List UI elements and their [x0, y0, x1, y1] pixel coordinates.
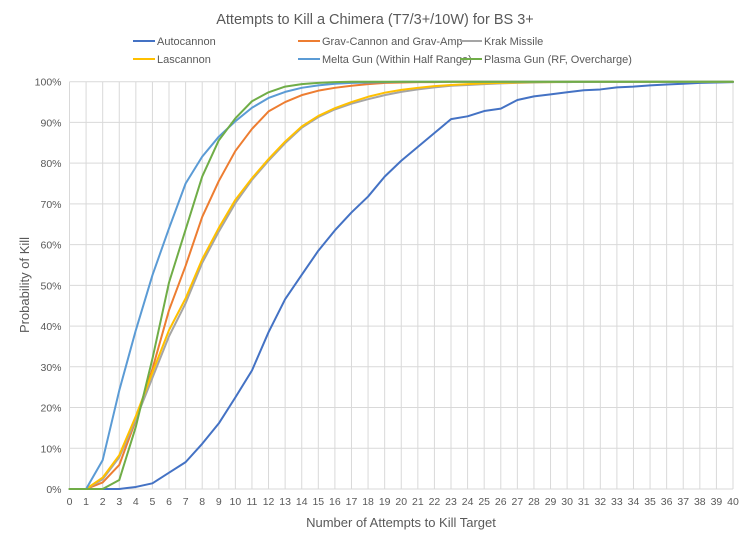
y-tick-label: 30% [40, 362, 61, 374]
x-tick-label: 17 [346, 496, 358, 508]
legend-label: Krak Missile [484, 36, 543, 48]
series-plasma-gun-rf-overcharge [68, 80, 734, 490]
y-tick-label: 60% [40, 240, 61, 252]
x-tick-label: 8 [199, 496, 205, 508]
x-tick-label: 7 [183, 496, 189, 508]
x-tick-label: 30 [561, 496, 573, 508]
x-tick-label: 12 [263, 496, 275, 508]
y-tick-label: 40% [40, 321, 61, 333]
x-tick-label: 35 [644, 496, 656, 508]
x-tick-label: 20 [395, 496, 407, 508]
x-tick-label: 24 [462, 496, 474, 508]
x-tick-label: 37 [677, 496, 689, 508]
x-tick-label: 31 [578, 496, 590, 508]
legend-label: Melta Gun (Within Half Range) [322, 54, 472, 66]
x-tick-label: 26 [495, 496, 507, 508]
x-tick-label: 14 [296, 496, 308, 508]
y-tick-label: 10% [40, 443, 61, 455]
x-tick-label: 19 [379, 496, 391, 508]
x-tick-label: 6 [166, 496, 172, 508]
x-tick-label: 3 [116, 496, 122, 508]
y-tick-label: 90% [40, 117, 61, 129]
y-tick-label: 70% [40, 199, 61, 211]
y-tick-label: 20% [40, 403, 61, 415]
x-tick-label: 15 [312, 496, 324, 508]
legend-item-lascannon: Lascannon [133, 54, 211, 66]
x-tick-label: 5 [150, 496, 156, 508]
x-tick-label: 29 [545, 496, 557, 508]
y-axis-tick-labels: 0% 10% 20% 30% 40% 50% 60% 70% 80% 90% 100% [35, 77, 62, 496]
x-tick-label: 9 [216, 496, 222, 508]
x-tick-label: 16 [329, 496, 341, 508]
x-tick-label: 21 [412, 496, 424, 508]
legend-item-grav-cannon-and-grav-amp: Grav-Cannon and Grav-Amp [298, 36, 463, 48]
y-tick-label: 80% [40, 158, 61, 170]
x-tick-label: 32 [594, 496, 606, 508]
x-tick-label: 28 [528, 496, 540, 508]
x-tick-label: 27 [512, 496, 524, 508]
x-tick-label: 2 [100, 496, 106, 508]
x-tick-label: 38 [694, 496, 706, 508]
x-tick-label: 11 [247, 496, 258, 508]
y-axis-title: Probability of Kill [17, 237, 32, 333]
x-gridlines [69, 81, 734, 489]
x-tick-label: 39 [711, 496, 723, 508]
legend-label: Autocannon [157, 36, 216, 48]
chart-title: Attempts to Kill a Chimera (T7/3+/10W) f… [216, 12, 534, 28]
legend-item-krak-missile: Krak Missile [460, 36, 543, 48]
x-tick-label: 13 [279, 496, 291, 508]
y-tick-label: 100% [35, 77, 62, 89]
x-axis-title: Number of Attempts to Kill Target [306, 515, 496, 530]
x-tick-label: 40 [727, 496, 739, 508]
x-tick-label: 10 [230, 496, 242, 508]
legend-label: Lascannon [157, 54, 211, 66]
x-tick-label: 1 [83, 496, 89, 508]
series-lines [68, 80, 734, 490]
x-tick-label: 22 [429, 496, 441, 508]
x-tick-label: 36 [661, 496, 673, 508]
y-tick-label: 0% [46, 484, 61, 496]
x-tick-label: 34 [628, 496, 640, 508]
legend-label: Grav-Cannon and Grav-Amp [322, 36, 463, 48]
legend-item-melta-gun-within-half-range: Melta Gun (Within Half Range) [298, 54, 472, 66]
x-tick-label: 33 [611, 496, 623, 508]
x-tick-label: 18 [362, 496, 374, 508]
x-axis-tick-labels: 0 1 2 3 4 5 6 7 8 9 10 11 12 13 14 15 16 17 18 19 20 21 22 23 24… [67, 496, 739, 508]
legend: Autocannon Grav-Cannon and Grav-Amp Krak M… [133, 36, 632, 66]
legend-item-autocannon: Autocannon [133, 36, 216, 48]
y-tick-label: 50% [40, 280, 61, 292]
x-tick-label: 23 [445, 496, 457, 508]
legend-label: Plasma Gun (RF, Overcharge) [484, 54, 632, 66]
x-tick-label: 25 [478, 496, 490, 508]
legend-item-plasma-gun-rf-overcharge: Plasma Gun (RF, Overcharge) [460, 54, 632, 66]
x-tick-label: 0 [67, 496, 73, 508]
x-tick-label: 4 [133, 496, 139, 508]
